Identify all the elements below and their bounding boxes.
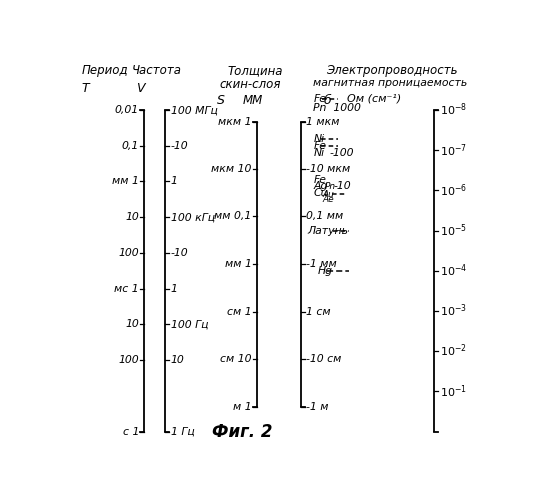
Text: -1 мм: -1 мм xyxy=(306,259,337,269)
Text: Период: Период xyxy=(82,64,129,77)
Text: Ae: Ae xyxy=(323,195,335,204)
Text: $10^{-4}$: $10^{-4}$ xyxy=(440,262,467,279)
Text: $10^{-8}$: $10^{-8}$ xyxy=(440,102,467,118)
Text: $10^{-3}$: $10^{-3}$ xyxy=(440,302,466,320)
Text: 100 Гц: 100 Гц xyxy=(171,320,208,330)
Text: Толщина: Толщина xyxy=(228,64,284,77)
Text: $10^{-2}$: $10^{-2}$ xyxy=(440,343,466,359)
Text: Фиг. 2: Фиг. 2 xyxy=(212,423,273,441)
Text: 100: 100 xyxy=(118,248,139,258)
Text: б: б xyxy=(324,94,331,107)
Text: Ni: Ni xyxy=(313,134,324,144)
Text: мкм 10: мкм 10 xyxy=(211,164,252,174)
Text: 10: 10 xyxy=(125,212,139,222)
Text: Au: Au xyxy=(323,190,335,199)
Text: Fe: Fe xyxy=(313,141,326,151)
Text: 100 МГц: 100 МГц xyxy=(171,105,217,115)
Text: 0,01: 0,01 xyxy=(115,105,139,115)
Text: -10 см: -10 см xyxy=(306,354,342,364)
Text: мм 0,1: мм 0,1 xyxy=(214,212,252,222)
Text: 1 см: 1 см xyxy=(306,306,331,316)
Text: Cu: Cu xyxy=(313,188,328,198)
Text: 10: 10 xyxy=(125,320,139,330)
Text: $10^{-1}$: $10^{-1}$ xyxy=(440,383,466,400)
Text: 100: 100 xyxy=(118,355,139,365)
Text: 1 Гц: 1 Гц xyxy=(171,426,194,436)
Text: Fe: Fe xyxy=(313,175,326,185)
Text: Ag: Ag xyxy=(313,182,328,192)
Text: S: S xyxy=(217,94,225,107)
Text: Ni: Ni xyxy=(313,148,324,158)
Text: мкм 1: мкм 1 xyxy=(218,116,252,126)
Text: 10: 10 xyxy=(171,355,185,365)
Text: см 1: см 1 xyxy=(227,306,252,316)
Text: 1 мкм: 1 мкм xyxy=(306,116,339,126)
Text: $10^{-7}$: $10^{-7}$ xyxy=(440,142,466,158)
Text: Ом (см⁻¹): Ом (см⁻¹) xyxy=(346,94,401,104)
Text: Fe: Fe xyxy=(313,94,326,104)
Text: -10: -10 xyxy=(333,182,351,192)
Text: 0,1: 0,1 xyxy=(122,140,139,150)
Text: Частота: Частота xyxy=(132,64,182,77)
Text: Электропроводность: Электропроводность xyxy=(326,64,457,77)
Text: -10 мкм: -10 мкм xyxy=(306,164,350,174)
Text: 1: 1 xyxy=(171,176,178,186)
Text: $10^{-5}$: $10^{-5}$ xyxy=(440,222,466,239)
Text: ММ: ММ xyxy=(242,94,263,107)
Text: 100 кГц: 100 кГц xyxy=(171,212,215,222)
Text: 0,1 мм: 0,1 мм xyxy=(306,212,343,222)
Text: Латунь: Латунь xyxy=(307,226,348,235)
Text: Hg: Hg xyxy=(317,266,332,276)
Text: скин-слоя: скин-слоя xyxy=(220,78,281,92)
Text: с 1: с 1 xyxy=(123,426,139,436)
Text: -1 м: -1 м xyxy=(306,402,329,411)
Text: мм 1: мм 1 xyxy=(225,259,252,269)
Text: V: V xyxy=(136,82,145,96)
Text: мс 1: мс 1 xyxy=(115,284,139,294)
Text: магнитная проницаемость: магнитная проницаемость xyxy=(313,78,468,88)
Text: $10^{-6}$: $10^{-6}$ xyxy=(440,182,467,198)
Text: 1: 1 xyxy=(171,284,178,294)
Text: -100: -100 xyxy=(330,148,355,158)
Text: Pn  1000: Pn 1000 xyxy=(313,103,361,113)
Text: T: T xyxy=(82,82,89,96)
Text: -10: -10 xyxy=(171,140,188,150)
Text: мм 1: мм 1 xyxy=(112,176,139,186)
Text: -10: -10 xyxy=(171,248,188,258)
Text: см 10: см 10 xyxy=(220,354,252,364)
Text: м 1: м 1 xyxy=(233,402,252,411)
Text: Pn: Pn xyxy=(324,182,336,191)
